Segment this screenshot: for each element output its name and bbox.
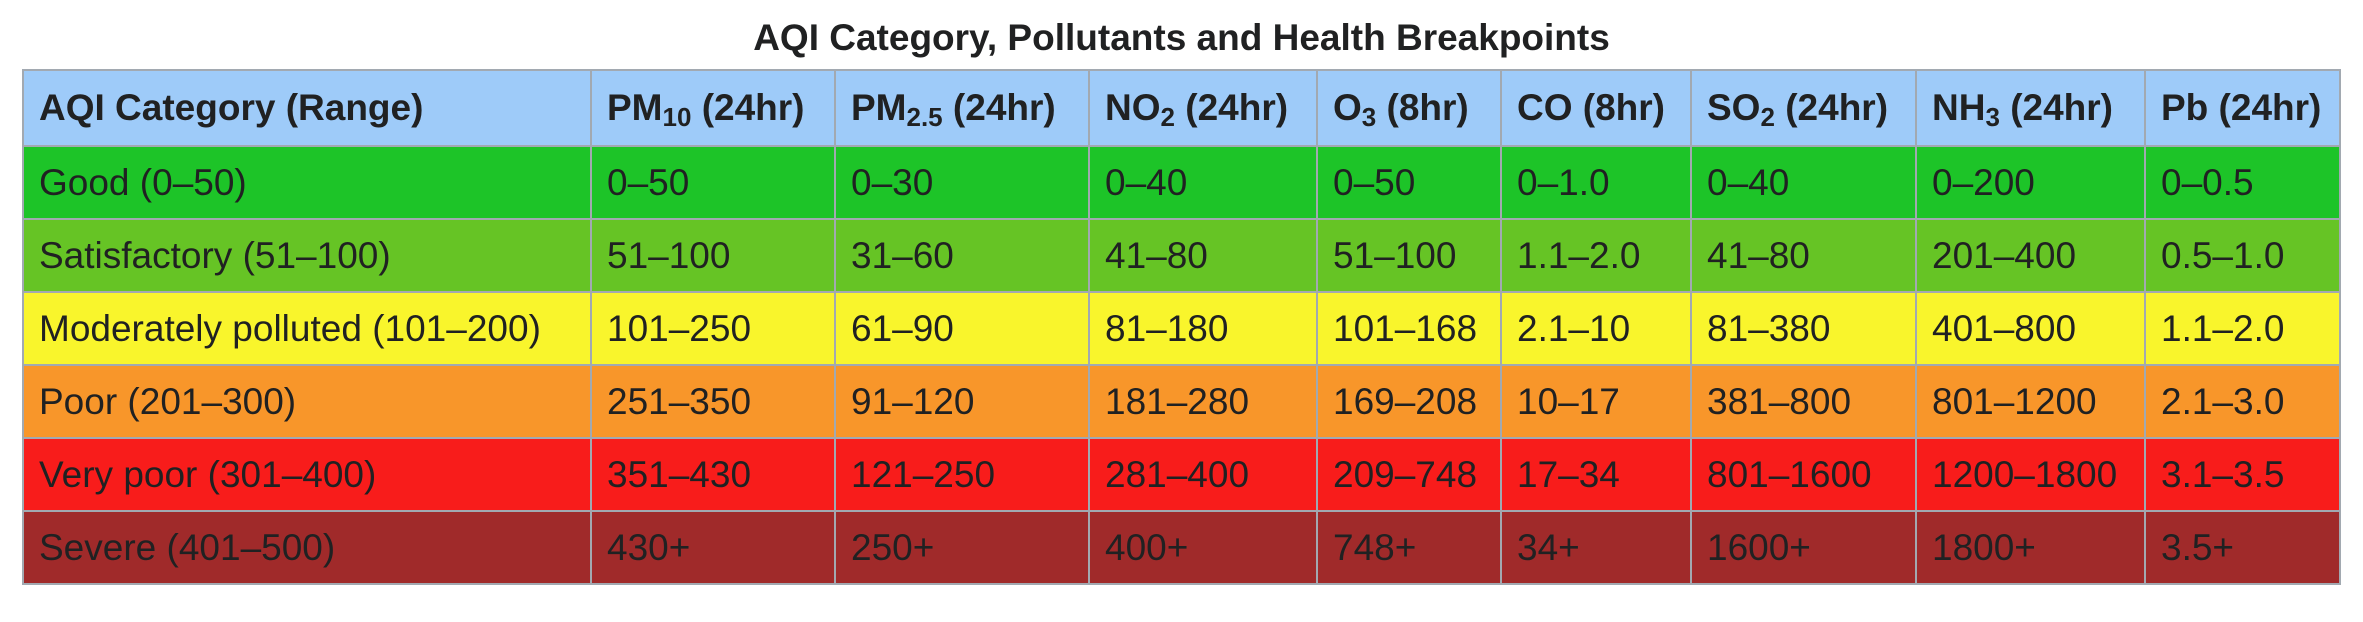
table-cell: 61–90	[834, 291, 1090, 366]
table-cell: 351–430	[590, 437, 836, 512]
table-cell: 17–34	[1500, 437, 1692, 512]
table-cell: 3.1–3.5	[2144, 437, 2341, 512]
category-cell: Very poor (301–400)	[22, 437, 592, 512]
table-cell: 209–748	[1316, 437, 1502, 512]
header-o3: O3 (8hr)	[1316, 69, 1502, 147]
header-aqi-category: AQI Category (Range)	[22, 69, 592, 147]
header-pm10: PM10 (24hr)	[590, 69, 836, 147]
table-cell: 0–40	[1690, 145, 1917, 220]
table-cell: 2.1–3.0	[2144, 364, 2341, 439]
table-cell: 101–250	[590, 291, 836, 366]
table-row-good: Good (0–50) 0–50 0–30 0–40 0–50 0–1.0 0–…	[22, 145, 2341, 220]
table-cell: 0–200	[1915, 145, 2146, 220]
table-cell: 1800+	[1915, 510, 2146, 585]
table-cell: 0–1.0	[1500, 145, 1692, 220]
table-cell: 201–400	[1915, 218, 2146, 293]
category-cell: Severe (401–500)	[22, 510, 592, 585]
table-cell: 3.5+	[2144, 510, 2341, 585]
header-co: CO (8hr)	[1500, 69, 1692, 147]
header-pm25: PM2.5 (24hr)	[834, 69, 1090, 147]
table-cell: 169–208	[1316, 364, 1502, 439]
table-cell: 51–100	[590, 218, 836, 293]
table-cell: 0–50	[590, 145, 836, 220]
table-cell: 0.5–1.0	[2144, 218, 2341, 293]
table-cell: 2.1–10	[1500, 291, 1692, 366]
table-row-satisfactory: Satisfactory (51–100) 51–100 31–60 41–80…	[22, 218, 2341, 293]
table-row-moderately-polluted: Moderately polluted (101–200) 101–250 61…	[22, 291, 2341, 366]
header-so2: SO2 (24hr)	[1690, 69, 1917, 147]
table-cell: 51–100	[1316, 218, 1502, 293]
table-cell: 34+	[1500, 510, 1692, 585]
table-cell: 1.1–2.0	[1500, 218, 1692, 293]
table-cell: 251–350	[590, 364, 836, 439]
table-cell: 181–280	[1088, 364, 1318, 439]
category-cell: Satisfactory (51–100)	[22, 218, 592, 293]
table-cell: 1600+	[1690, 510, 1917, 585]
table-row-poor: Poor (201–300) 251–350 91–120 181–280 16…	[22, 364, 2341, 439]
table-cell: 10–17	[1500, 364, 1692, 439]
table-row-severe: Severe (401–500) 430+ 250+ 400+ 748+ 34+…	[22, 510, 2341, 585]
table-cell: 81–180	[1088, 291, 1318, 366]
table-cell: 748+	[1316, 510, 1502, 585]
category-cell: Good (0–50)	[22, 145, 592, 220]
category-cell: Poor (201–300)	[22, 364, 592, 439]
category-cell: Moderately polluted (101–200)	[22, 291, 592, 366]
table-cell: 381–800	[1690, 364, 1917, 439]
table-cell: 0–40	[1088, 145, 1318, 220]
table-cell: 401–800	[1915, 291, 2146, 366]
table-cell: 1.1–2.0	[2144, 291, 2341, 366]
table-cell: 0–50	[1316, 145, 1502, 220]
table-cell: 430+	[590, 510, 836, 585]
aqi-table: AQI Category (Range) PM10 (24hr) PM2.5 (…	[22, 69, 2341, 585]
table-row-very-poor: Very poor (301–400) 351–430 121–250 281–…	[22, 437, 2341, 512]
header-nh3: NH3 (24hr)	[1915, 69, 2146, 147]
table-caption: AQI Category, Pollutants and Health Brea…	[753, 17, 1610, 58]
header-row: AQI Category (Range) PM10 (24hr) PM2.5 (…	[22, 69, 2341, 147]
table-cell: 101–168	[1316, 291, 1502, 366]
header-no2: NO2 (24hr)	[1088, 69, 1318, 147]
table-cell: 801–1200	[1915, 364, 2146, 439]
table-cell: 400+	[1088, 510, 1318, 585]
table-cell: 41–80	[1088, 218, 1318, 293]
table-cell: 121–250	[834, 437, 1090, 512]
table-cell: 31–60	[834, 218, 1090, 293]
table-cell: 41–80	[1690, 218, 1917, 293]
table-cell: 281–400	[1088, 437, 1318, 512]
table-cell: 81–380	[1690, 291, 1917, 366]
table-cell: 1200–1800	[1915, 437, 2146, 512]
table-cell: 0–30	[834, 145, 1090, 220]
table-cell: 0–0.5	[2144, 145, 2341, 220]
table-cell: 250+	[834, 510, 1090, 585]
table-cell: 801–1600	[1690, 437, 1917, 512]
header-pb: Pb (24hr)	[2144, 69, 2341, 147]
table-cell: 91–120	[834, 364, 1090, 439]
